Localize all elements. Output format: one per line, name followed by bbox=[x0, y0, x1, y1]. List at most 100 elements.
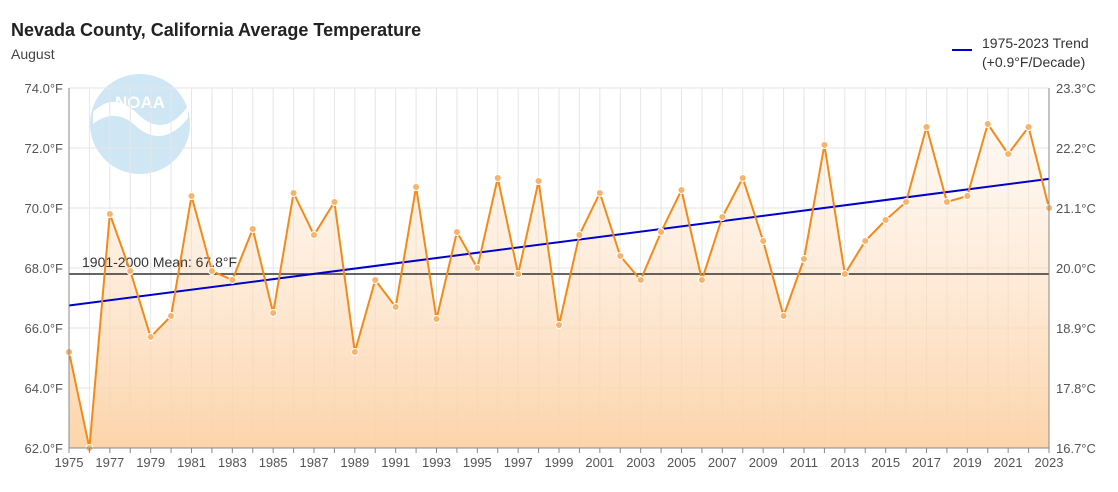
y-tick-label-right: 16.7°C bbox=[1056, 441, 1096, 456]
y-tick-label-right: 17.8°C bbox=[1056, 381, 1096, 396]
x-tick-label: 2021 bbox=[994, 455, 1023, 470]
y-tick-label-left: 70.0°F bbox=[25, 201, 64, 216]
data-point-1998[interactable]: 1998: 70.9°F bbox=[534, 177, 543, 185]
data-point-2003[interactable]: 2003: 67.6°F bbox=[636, 276, 645, 284]
data-point-2002[interactable]: 2002: 68.4°F bbox=[616, 252, 625, 260]
x-tick-label: 1989 bbox=[340, 455, 369, 470]
x-tick-label: 2007 bbox=[708, 455, 737, 470]
data-point-1996[interactable]: 1996: 71°F bbox=[493, 174, 502, 182]
x-tick-label: 1983 bbox=[218, 455, 247, 470]
data-point-2000[interactable]: 2000: 69.1°F bbox=[575, 231, 584, 239]
legend-trend-title: 1975-2023 Trend bbox=[982, 35, 1089, 51]
data-point-1995[interactable]: 1995: 68°F bbox=[473, 264, 482, 272]
x-tick-label: 1987 bbox=[300, 455, 329, 470]
data-point-1980[interactable]: 1980: 66.4°F bbox=[167, 312, 176, 320]
data-point-2008[interactable]: 2008: 71°F bbox=[738, 174, 747, 182]
data-point-2013[interactable]: 2013: 67.8°F bbox=[840, 270, 849, 278]
y-tick-label-left: 68.0°F bbox=[25, 261, 64, 276]
y-tick-label-left: 64.0°F bbox=[25, 381, 64, 396]
chart-subtitle: August bbox=[11, 46, 55, 62]
y-tick-label-left: 62.0°F bbox=[25, 441, 64, 456]
data-point-1981[interactable]: 1981: 70.4°F bbox=[187, 192, 196, 200]
x-tick-label: 2019 bbox=[953, 455, 982, 470]
legend-trend-swatch bbox=[952, 49, 972, 51]
data-point-2019[interactable]: 2019: 70.4°F bbox=[963, 192, 972, 200]
data-point-1978[interactable]: 1978: 67.9°F bbox=[126, 267, 135, 275]
data-point-2012[interactable]: 2012: 72.1°F bbox=[820, 141, 829, 149]
data-point-1979[interactable]: 1979: 65.7°F bbox=[146, 333, 155, 341]
data-point-1984[interactable]: 1984: 69.3°F bbox=[248, 225, 257, 233]
points-layer: 1975: 65.2°F1976: 62°F1977: 69.8°F1978: … bbox=[65, 120, 1053, 452]
data-point-1977[interactable]: 1977: 69.8°F bbox=[105, 210, 114, 218]
data-point-2017[interactable]: 2017: 72.7°F bbox=[922, 123, 931, 131]
x-tick-label: 1975 bbox=[55, 455, 84, 470]
area-fill bbox=[69, 124, 1049, 448]
data-point-2021[interactable]: 2021: 71.8°F bbox=[1004, 150, 1013, 158]
data-point-1990[interactable]: 1990: 67.6°F bbox=[371, 276, 380, 284]
x-tick-label: 2003 bbox=[626, 455, 655, 470]
x-tick-label: 1985 bbox=[259, 455, 288, 470]
data-point-1993[interactable]: 1993: 66.3°F bbox=[432, 315, 441, 323]
data-point-2020[interactable]: 2020: 72.8°F bbox=[983, 120, 992, 128]
noaa-logo-text: NOAA bbox=[115, 93, 165, 112]
y-tick-label-right: 22.2°C bbox=[1056, 141, 1096, 156]
data-point-1986[interactable]: 1986: 70.5°F bbox=[289, 189, 298, 197]
data-point-2011[interactable]: 2011: 68.3°F bbox=[800, 255, 808, 263]
x-tick-label: 2009 bbox=[749, 455, 778, 470]
data-point-2018[interactable]: 2018: 70.2°F bbox=[942, 198, 951, 206]
data-point-2001[interactable]: 2001: 70.5°F bbox=[595, 189, 604, 197]
data-point-1988[interactable]: 1988: 70.2°F bbox=[330, 198, 339, 206]
data-point-1982[interactable]: 1982: 67.9°F bbox=[207, 267, 216, 275]
data-point-2022[interactable]: 2022: 72.7°F bbox=[1024, 123, 1033, 131]
y-tick-label-left: 66.0°F bbox=[25, 321, 64, 336]
chart-title: Nevada County, California Average Temper… bbox=[11, 20, 422, 40]
data-point-2005[interactable]: 2005: 70.6°F bbox=[677, 186, 686, 194]
data-point-2014[interactable]: 2014: 68.9°F bbox=[861, 237, 870, 245]
y-tick-label-right: 18.9°C bbox=[1056, 321, 1096, 336]
x-tick-label: 2005 bbox=[667, 455, 696, 470]
x-tick-label: 1997 bbox=[504, 455, 533, 470]
data-point-1987[interactable]: 1987: 69.1°F bbox=[310, 231, 318, 239]
data-point-1994[interactable]: 1994: 69.2°F bbox=[452, 228, 461, 236]
data-point-2016[interactable]: 2016: 70.2°F bbox=[902, 198, 911, 206]
data-point-1985[interactable]: 1985: 66.5°F bbox=[269, 309, 278, 317]
data-point-1983[interactable]: 1983: 67.6°F bbox=[228, 276, 237, 284]
x-tick-label: 1991 bbox=[381, 455, 410, 470]
x-tick-label: 2001 bbox=[585, 455, 614, 470]
x-tick-label: 1979 bbox=[136, 455, 165, 470]
data-point-1992[interactable]: 1992: 70.7°F bbox=[412, 183, 421, 191]
legend-trend-label: 1975-2023 Trend (+0.9°F/Decade) bbox=[982, 34, 1089, 72]
data-point-1989[interactable]: 1989: 65.2°F bbox=[350, 348, 359, 356]
x-axis: 1975 1977 1979 1981 1983 1985 1987 1989 1991 1993… bbox=[55, 447, 1064, 470]
y-tick-label-right: 20.0°C bbox=[1056, 261, 1096, 276]
data-point-2007[interactable]: 2007: 69.7°F bbox=[718, 213, 727, 221]
y-tick-label-right: 21.1°C bbox=[1056, 201, 1096, 216]
data-point-2009[interactable]: 2009: 68.9°F bbox=[759, 237, 768, 245]
x-tick-label: 1993 bbox=[422, 455, 451, 470]
data-point-1991[interactable]: 1991: 66.7°F bbox=[391, 303, 400, 311]
x-tick-label: 2015 bbox=[871, 455, 900, 470]
data-point-2010[interactable]: 2010: 66.4°F bbox=[779, 312, 788, 320]
x-tick-label: 1977 bbox=[95, 455, 124, 470]
y-tick-label-left: 74.0°F bbox=[25, 81, 64, 96]
y-tick-label-right: 23.3°C bbox=[1056, 81, 1096, 96]
noaa-logo-watermark: NOAA bbox=[90, 74, 190, 174]
mean-label: 1901-2000 Mean: 67.8°F bbox=[82, 254, 237, 270]
data-point-1999[interactable]: 1999: 66.1°F bbox=[555, 321, 563, 329]
x-tick-label: 1995 bbox=[463, 455, 492, 470]
x-tick-label: 2013 bbox=[830, 455, 859, 470]
data-point-1997[interactable]: 1997: 67.8°F bbox=[514, 270, 523, 278]
data-point-2004[interactable]: 2004: 69.2°F bbox=[657, 228, 666, 236]
data-point-2015[interactable]: 2015: 69.6°F bbox=[881, 216, 890, 224]
x-tick-label: 2017 bbox=[912, 455, 941, 470]
x-tick-label: 1999 bbox=[545, 455, 574, 470]
x-tick-label: 2023 bbox=[1035, 455, 1064, 470]
x-tick-label: 2011 bbox=[790, 455, 818, 470]
y-axis-left: 62.0°F 64.0°F 66.0°F 68.0°F 70.0°F 72.0°F 74.0… bbox=[25, 81, 70, 456]
trend-line[interactable] bbox=[68, 177, 1050, 307]
data-point-2006[interactable]: 2006: 67.6°F bbox=[697, 276, 706, 284]
y-tick-label-left: 72.0°F bbox=[25, 141, 64, 156]
legend-trend-rate: (+0.9°F/Decade) bbox=[982, 54, 1086, 70]
x-tick-label: 1981 bbox=[177, 455, 206, 470]
